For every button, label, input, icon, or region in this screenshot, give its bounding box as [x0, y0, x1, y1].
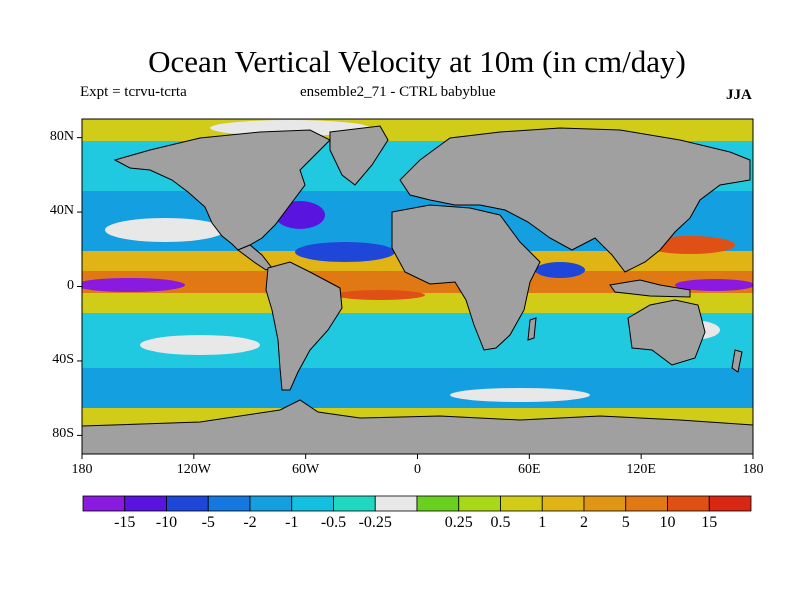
australia-land — [627, 299, 706, 366]
colorbar-label: -15 — [114, 514, 136, 531]
colorbar-swatch — [541, 495, 585, 512]
colorbar-label: -0.5 — [320, 514, 347, 531]
atlantic-downwelling-patch — [295, 242, 395, 262]
colorbar-swatch — [667, 495, 710, 512]
africa-land — [391, 204, 541, 351]
lon-tick-label: 180 — [742, 462, 764, 477]
colorbar-swatch — [333, 495, 376, 512]
colorbar-swatch — [249, 495, 293, 512]
colorbar-swatch — [82, 495, 126, 512]
west-pacific-downwelling-patch — [675, 279, 753, 291]
colorbar-swatch — [374, 495, 418, 512]
indian-ocean-downwelling-patch — [535, 262, 585, 278]
chart-title: Ocean Vertical Velocity at 10m (in cm/da… — [148, 44, 686, 79]
lon-tick-marks — [81, 454, 754, 459]
lon-tick-label: 60W — [292, 462, 320, 477]
ensemble-label: ensemble2_71 - CTRL babyblue — [300, 84, 496, 100]
colorbar-label: 0.25 — [444, 514, 473, 531]
madagascar-land — [527, 317, 537, 341]
lon-tick-label: 180 — [71, 462, 93, 477]
colorbar-label: -10 — [155, 514, 178, 531]
experiment-label: Expt = tcrvu-tcrta — [80, 84, 187, 100]
season-label: JJA — [726, 87, 752, 103]
south-subpolar-band — [82, 368, 753, 408]
antarctica-land — [82, 399, 753, 454]
eurasia-land — [399, 127, 751, 273]
lon-tick-label: 0 — [414, 462, 421, 477]
colorbar-swatch — [500, 495, 543, 512]
colorbar-swatch — [625, 495, 668, 512]
colorbar-label: 15 — [701, 514, 718, 531]
colorbar-label: 1 — [538, 514, 547, 531]
lat-tick-label: 80S — [52, 426, 74, 442]
greenland-land — [329, 125, 389, 186]
atlantic-equatorial-upwelling-patch — [335, 290, 425, 300]
lon-tick-label: 120W — [176, 462, 211, 477]
lon-tick-label: 60E — [518, 462, 541, 477]
southern-indian-neutral-patch — [450, 388, 590, 402]
lat-tick-label: 40S — [52, 351, 74, 367]
lat-tick-label: 80N — [49, 128, 74, 144]
colorbar-swatch — [708, 495, 752, 512]
colorbar-label: 10 — [659, 514, 676, 531]
colorbar-label: 2 — [580, 514, 588, 531]
colorbar-label: -1 — [285, 514, 299, 531]
south-america-land — [265, 261, 343, 391]
lat-tick-label: 0 — [67, 277, 74, 293]
colorbar-label: 0.5 — [490, 514, 511, 531]
south-equatorial-band — [82, 293, 753, 313]
south-pacific-neutral-patch — [140, 335, 260, 355]
colorbar — [82, 495, 752, 512]
equatorial-band — [82, 271, 753, 293]
colorbar-swatch — [124, 495, 167, 512]
north-america-land — [113, 129, 331, 251]
colorbar-swatch — [166, 495, 209, 512]
colorbar-swatch — [583, 495, 627, 512]
colorbar-label: 5 — [621, 514, 630, 531]
colorbar-swatch — [207, 495, 251, 512]
colorbar-swatch — [458, 495, 501, 512]
colorbar-label: -0.25 — [358, 514, 392, 531]
colorbar-label: -2 — [243, 514, 257, 531]
lon-tick-label: 120E — [626, 462, 656, 477]
new-zealand-land — [731, 349, 743, 373]
lat-tick-label: 40N — [49, 203, 74, 219]
indonesia-land — [609, 279, 691, 298]
colorbar-swatch — [416, 495, 460, 512]
colorbar-swatch — [291, 495, 334, 512]
lat-tick-marks — [77, 137, 82, 436]
colorbar-label: -5 — [201, 514, 215, 531]
east-pacific-downwelling-patch — [82, 278, 185, 292]
north-pacific-neutral-patch — [105, 218, 225, 242]
